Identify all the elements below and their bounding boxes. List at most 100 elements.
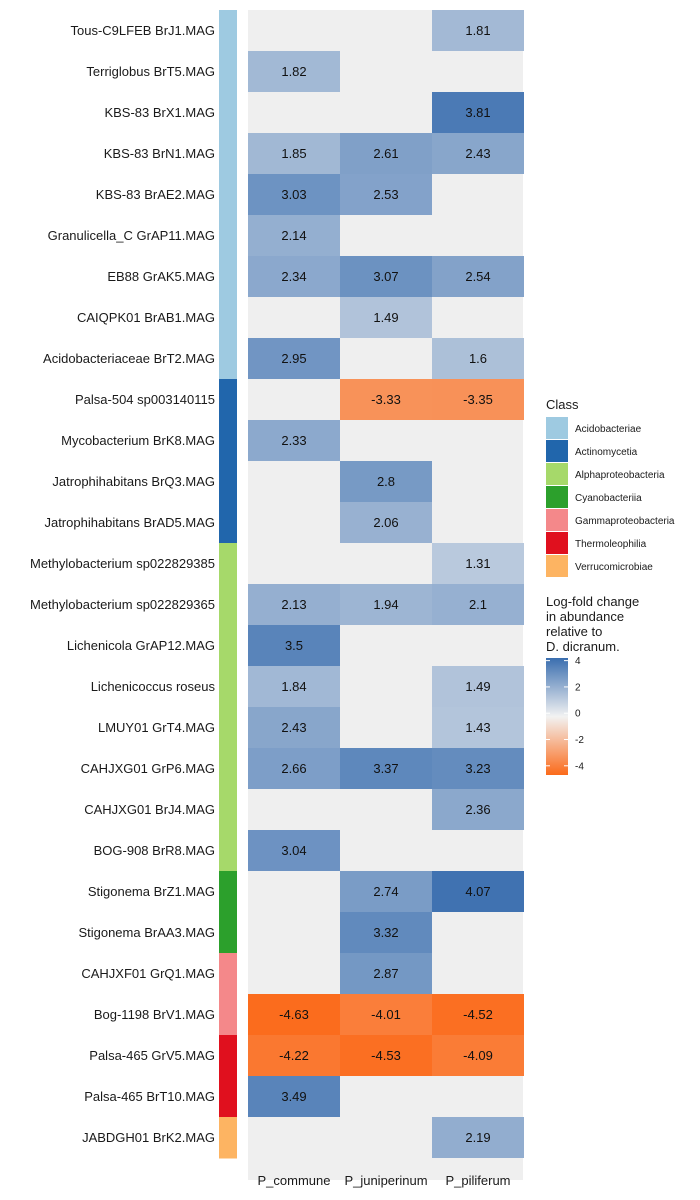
class-bar-segment xyxy=(219,1117,237,1159)
cell-value-label: 2.33 xyxy=(281,433,306,448)
class-bar-segment xyxy=(219,994,237,1036)
class-bar-segment xyxy=(219,379,237,421)
class-bar-segment xyxy=(219,707,237,749)
heatmap-cell xyxy=(432,379,524,420)
heatmap-cell xyxy=(248,666,340,707)
class-bar-segment xyxy=(219,789,237,831)
heatmap-cell xyxy=(248,174,340,215)
cell-value-label: 2.61 xyxy=(373,146,398,161)
class-legend-swatch xyxy=(546,509,568,531)
row-label: Granulicella_C GrAP11.MAG xyxy=(48,228,215,243)
heatmap-cell xyxy=(248,420,340,461)
class-bar-segment xyxy=(219,830,237,872)
row-label: KBS-83 BrN1.MAG xyxy=(104,146,215,161)
cell-value-label: 3.81 xyxy=(465,105,490,120)
row-label: KBS-83 BrAE2.MAG xyxy=(96,187,215,202)
row-label: Tous-C9LFEB BrJ1.MAG xyxy=(71,23,216,38)
heatmap-cell xyxy=(432,543,524,584)
heatmap-cell xyxy=(340,912,432,953)
heatmap-cell xyxy=(248,256,340,297)
cell-value-label: 2.1 xyxy=(469,597,487,612)
class-bar-segment xyxy=(219,215,237,257)
cell-value-label: 3.32 xyxy=(373,925,398,940)
column-label: P_piliferum xyxy=(445,1173,510,1188)
heatmap-cell xyxy=(432,994,524,1035)
class-legend-label: Cyanobacteriia xyxy=(575,493,642,504)
heatmap-cell xyxy=(248,625,340,666)
heatmap-cell xyxy=(432,584,524,625)
class-bar-segment xyxy=(219,625,237,667)
heatmap-cell xyxy=(248,584,340,625)
cell-value-label: 2.8 xyxy=(377,474,395,489)
colorbar-tick-label: -2 xyxy=(575,735,584,746)
row-label: Palsa-465 BrT10.MAG xyxy=(84,1089,215,1104)
heatmap-cell xyxy=(248,830,340,871)
heatmap-cell xyxy=(248,51,340,92)
heatmap-cell xyxy=(432,10,524,51)
heatmap-cell xyxy=(432,256,524,297)
class-legend-label: Acidobacteriae xyxy=(575,424,642,435)
heatmap-cell xyxy=(432,789,524,830)
heatmap-cell xyxy=(340,174,432,215)
row-label: LMUY01 GrT4.MAG xyxy=(98,720,215,735)
row-label: CAHJXG01 BrJ4.MAG xyxy=(84,802,215,817)
row-label: EB88 GrAK5.MAG xyxy=(107,269,215,284)
cell-value-label: 2.54 xyxy=(465,269,490,284)
class-bar-segment xyxy=(219,584,237,626)
heatmap-cell xyxy=(248,707,340,748)
class-legend-label: Verrucomicrobiae xyxy=(575,562,653,573)
heatmap-cell xyxy=(340,256,432,297)
cell-value-label: 2.66 xyxy=(281,761,306,776)
heatmap-cells: 1.81 1.82 3.81 1.85 2.61 2.43 3.03 2.53 2.14 2.34… xyxy=(248,10,524,1158)
cell-value-label: 1.43 xyxy=(465,720,490,735)
class-legend-title: Class xyxy=(546,397,579,412)
heatmap-cell xyxy=(432,871,524,912)
colorbar-tick-label: 0 xyxy=(575,709,581,720)
cell-value-label: 2.53 xyxy=(373,187,398,202)
cell-value-label: -4.09 xyxy=(463,1048,493,1063)
colorbar-tick-label: -4 xyxy=(575,761,584,772)
heatmap-cell xyxy=(340,871,432,912)
cell-value-label: 2.19 xyxy=(465,1130,490,1145)
cell-value-label: -4.22 xyxy=(279,1048,309,1063)
class-bar-segment xyxy=(219,748,237,790)
heatmap-cell xyxy=(248,338,340,379)
heatmap-cell xyxy=(340,297,432,338)
class-bar-segment xyxy=(219,10,237,52)
colorbar-title-line-3: relative to xyxy=(546,624,602,639)
colorbar-tick-label: 2 xyxy=(575,682,581,693)
cell-value-label: 2.36 xyxy=(465,802,490,817)
row-label: Palsa-465 GrV5.MAG xyxy=(89,1048,215,1063)
row-label: Lichenicoccus roseus xyxy=(91,679,216,694)
colorbar-title-line-1: Log-fold change xyxy=(546,594,639,609)
row-label: JABDGH01 BrK2.MAG xyxy=(82,1130,215,1145)
cell-value-label: 1.49 xyxy=(373,310,398,325)
heatmap-cell xyxy=(248,1076,340,1117)
row-label: CAIQPK01 BrAB1.MAG xyxy=(77,310,215,325)
class-legend-swatch xyxy=(546,440,568,462)
heatmap-cell xyxy=(248,133,340,174)
class-legend-swatch xyxy=(546,486,568,508)
cell-value-label: 4.07 xyxy=(465,884,490,899)
class-bar-segment xyxy=(219,92,237,134)
row-label: Palsa-504 sp003140115 xyxy=(75,392,215,407)
cell-value-label: 2.43 xyxy=(281,720,306,735)
class-legend-swatch xyxy=(546,417,568,439)
class-legend-label: Thermoleophilia xyxy=(575,539,647,550)
cell-value-label: 3.5 xyxy=(285,638,303,653)
cell-value-label: 1.85 xyxy=(281,146,306,161)
row-label: Bog-1198 BrV1.MAG xyxy=(94,1007,215,1022)
class-bar-segment xyxy=(219,912,237,954)
class-bar-segment xyxy=(219,256,237,298)
heatmap-cell xyxy=(248,748,340,789)
class-legend-swatch xyxy=(546,463,568,485)
cell-value-label: 2.74 xyxy=(373,884,398,899)
cell-value-label: 3.07 xyxy=(373,269,398,284)
class-bar-segment xyxy=(219,502,237,544)
cell-value-label: 1.82 xyxy=(281,64,306,79)
row-label: Terriglobus BrT5.MAG xyxy=(86,64,215,79)
heatmap-cell xyxy=(432,707,524,748)
row-label: Methylobacterium sp022829385 xyxy=(30,556,215,571)
heatmap-cell xyxy=(432,748,524,789)
